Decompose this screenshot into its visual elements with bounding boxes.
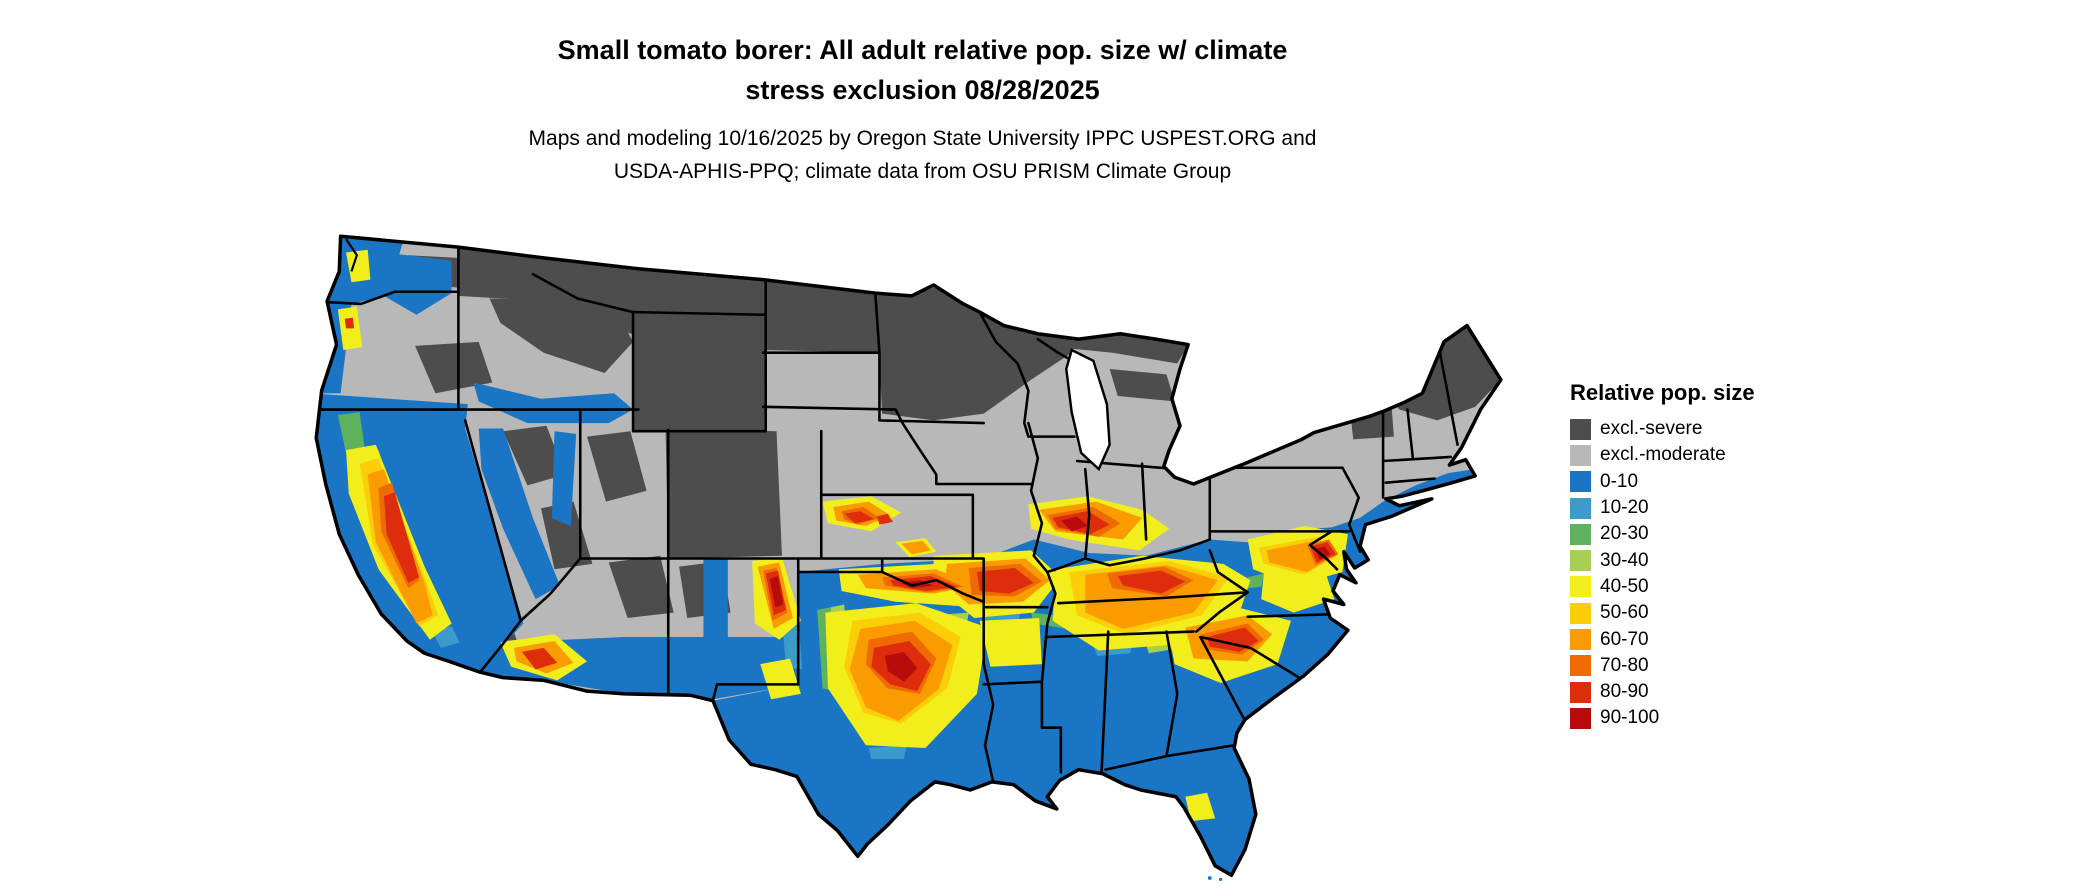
legend-item: 80-90 bbox=[1570, 679, 1755, 705]
legend-item-label: 30-40 bbox=[1600, 549, 1649, 571]
legend-swatch bbox=[1570, 550, 1591, 572]
legend-swatch bbox=[1570, 629, 1591, 651]
legend-item-label: 80-90 bbox=[1600, 681, 1649, 703]
figure-header: Small tomato borer: All adult relative p… bbox=[0, 30, 1845, 188]
legend-item: 20-30 bbox=[1570, 521, 1755, 547]
legend-item: 50-60 bbox=[1570, 600, 1755, 626]
legend-swatch bbox=[1570, 576, 1591, 598]
legend-item-label: 50-60 bbox=[1600, 602, 1649, 624]
legend-item-label: 40-50 bbox=[1600, 575, 1649, 597]
legend: Relative pop. size excl.-severe excl.-mod… bbox=[1570, 380, 1755, 732]
map-subtitle-line2: USDA-APHIS-PPQ; climate data from OSU PR… bbox=[613, 160, 1232, 183]
legend-item: excl.-severe bbox=[1570, 416, 1755, 442]
legend-swatch bbox=[1570, 681, 1591, 703]
legend-item-label: 20-30 bbox=[1600, 523, 1649, 545]
legend-item-label: excl.-moderate bbox=[1600, 444, 1726, 466]
legend-item: 70-80 bbox=[1570, 653, 1755, 679]
legend-swatch bbox=[1570, 497, 1591, 519]
legend-title: Relative pop. size bbox=[1570, 380, 1755, 405]
legend-item-label: 10-20 bbox=[1600, 497, 1649, 519]
map-title: Small tomato borer: All adult relative p… bbox=[0, 30, 1845, 110]
legend-item-label: 60-70 bbox=[1600, 628, 1649, 650]
us-map bbox=[300, 216, 1532, 882]
map-subtitle-line1: Maps and modeling 10/16/2025 by Oregon S… bbox=[528, 127, 1317, 150]
legend-item: 30-40 bbox=[1570, 547, 1755, 573]
legend-item: 60-70 bbox=[1570, 626, 1755, 652]
map-region-90-100 bbox=[769, 516, 1331, 682]
state-borders bbox=[316, 245, 1459, 784]
legend-items: excl.-severe excl.-moderate 0-10 10-20 20-30… bbox=[1570, 416, 1755, 732]
florida-keys bbox=[1207, 876, 1223, 881]
legend-swatch bbox=[1570, 523, 1591, 545]
legend-swatch bbox=[1570, 602, 1591, 624]
legend-item: 90-100 bbox=[1570, 705, 1755, 731]
legend-item: 10-20 bbox=[1570, 495, 1755, 521]
map-subtitle: Maps and modeling 10/16/2025 by Oregon S… bbox=[0, 122, 1845, 188]
legend-item: excl.-moderate bbox=[1570, 442, 1755, 468]
legend-swatch bbox=[1570, 418, 1591, 440]
legend-swatch bbox=[1570, 444, 1591, 466]
legend-swatch bbox=[1570, 655, 1591, 677]
legend-swatch bbox=[1570, 707, 1591, 729]
map-title-line1: Small tomato borer: All adult relative p… bbox=[557, 35, 1288, 65]
lake-michigan bbox=[1065, 348, 1111, 472]
legend-item-label: excl.-severe bbox=[1600, 418, 1703, 440]
map-raster-layers bbox=[316, 236, 1501, 876]
map-title-line2: stress exclusion 08/28/2025 bbox=[745, 75, 1100, 105]
legend-item: 40-50 bbox=[1570, 574, 1755, 600]
puget-sound-inlet bbox=[345, 238, 359, 272]
legend-item-label: 70-80 bbox=[1600, 654, 1649, 676]
us-outline bbox=[314, 234, 1503, 878]
us-map-svg bbox=[314, 234, 1503, 881]
legend-item: 0-10 bbox=[1570, 469, 1755, 495]
legend-item-label: 90-100 bbox=[1600, 707, 1660, 729]
legend-item-label: 0-10 bbox=[1600, 470, 1639, 492]
legend-swatch bbox=[1570, 471, 1591, 493]
